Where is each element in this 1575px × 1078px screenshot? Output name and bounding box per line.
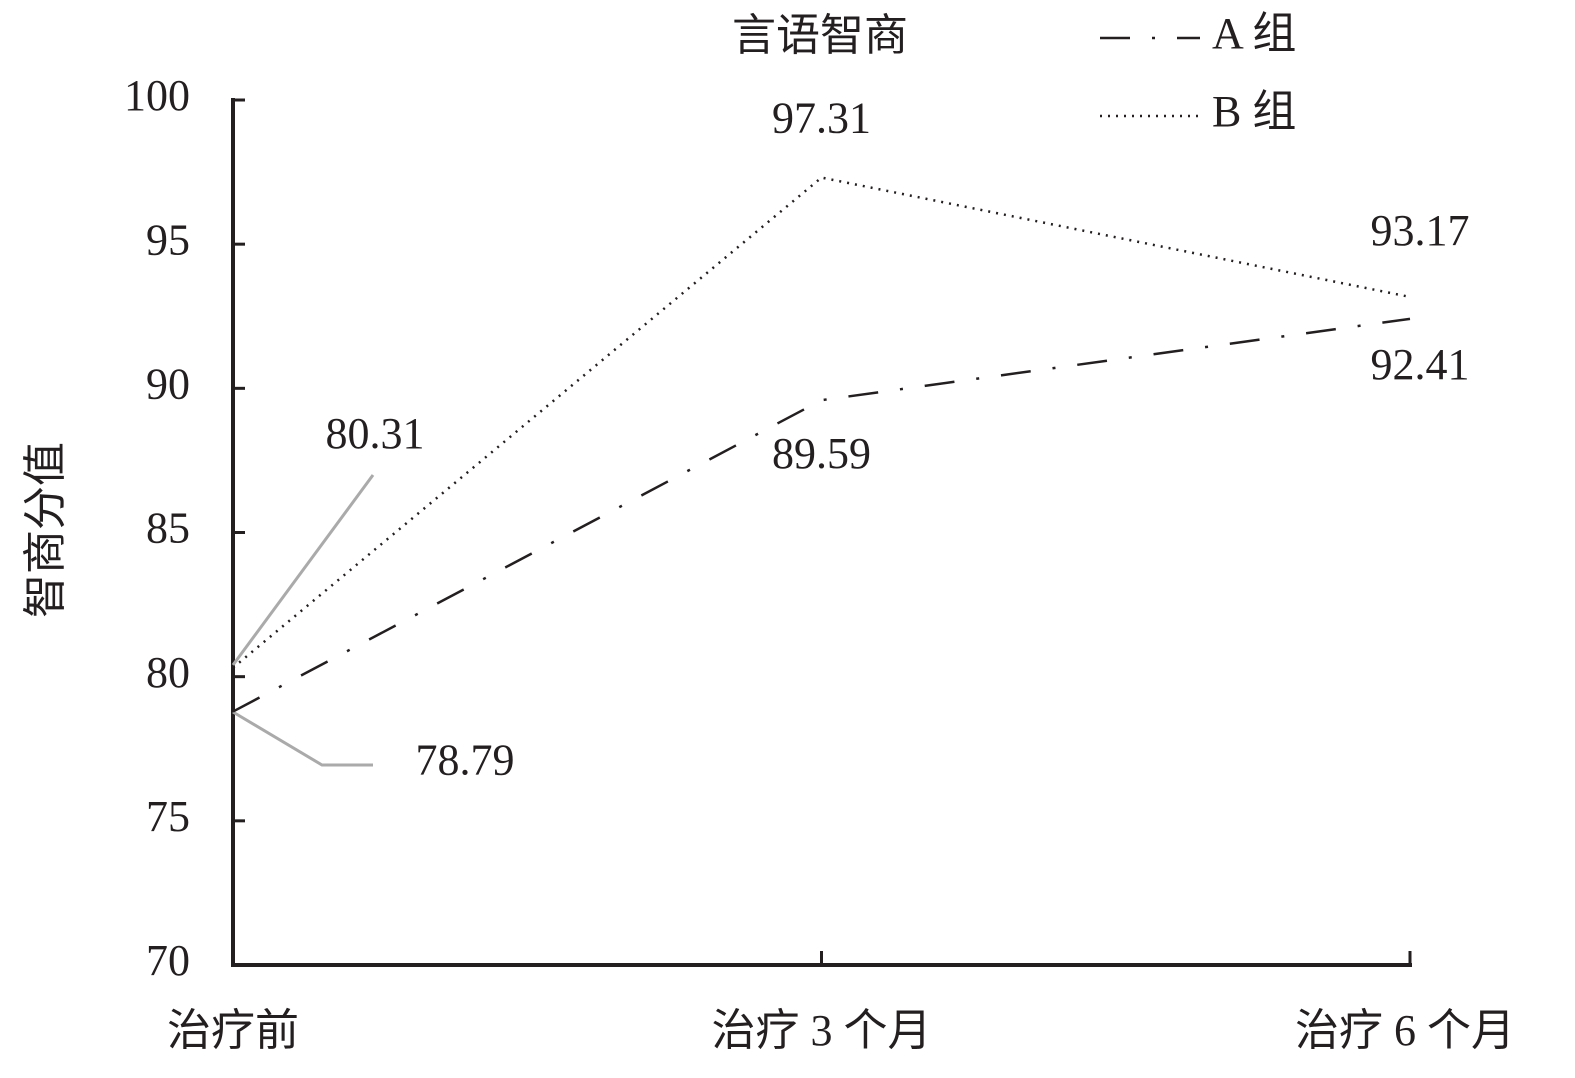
x-tick-label: 治疗前 xyxy=(167,1006,299,1055)
y-axis-label: 智商分值 xyxy=(21,442,70,618)
series-line xyxy=(232,317,1411,713)
legend-label: B 组 xyxy=(1212,87,1296,136)
y-tick-label: 85 xyxy=(146,504,190,553)
leader-line xyxy=(231,474,375,666)
data-label: 92.41 xyxy=(1371,340,1470,389)
chart-title: 言语智商 xyxy=(732,11,908,60)
y-tick-label: 70 xyxy=(146,936,190,985)
y-tick-label: 100 xyxy=(124,71,190,120)
data-label: 93.17 xyxy=(1371,206,1470,255)
leader-line xyxy=(232,710,373,767)
data-label: 78.79 xyxy=(416,736,515,785)
y-tick-label: 95 xyxy=(146,215,190,264)
data-label: 97.31 xyxy=(772,94,871,143)
y-tick-label: 75 xyxy=(146,792,190,841)
x-tick-label: 治疗 3 个月 xyxy=(712,1006,932,1055)
x-tick-label: 治疗 6 个月 xyxy=(1295,1006,1515,1055)
y-tick-label: 80 xyxy=(146,648,190,697)
legend-label: A 组 xyxy=(1212,9,1296,58)
data-label: 89.59 xyxy=(772,429,871,478)
y-tick-label: 90 xyxy=(146,359,190,408)
data-label: 80.31 xyxy=(326,409,425,458)
